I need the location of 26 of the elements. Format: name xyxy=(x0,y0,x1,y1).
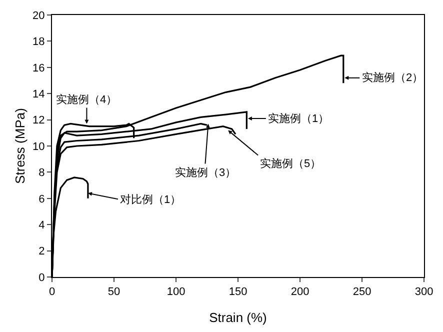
y-tick-label: 12 xyxy=(32,114,45,127)
y-tick-label: 16 xyxy=(32,62,45,74)
annotation: 实施例（5） xyxy=(260,157,322,170)
y-tick-label: 0 xyxy=(38,272,45,284)
y-tick-label: 20 xyxy=(32,10,45,22)
x-tick-label: 50 xyxy=(108,286,120,298)
annotation: 实施例（3） xyxy=(175,166,236,179)
x-axis-title: Strain (%) xyxy=(209,310,267,325)
x-tick-label: 100 xyxy=(166,286,186,298)
annotation: 实施例（1） xyxy=(268,112,330,125)
x-tick-label: 250 xyxy=(352,286,372,298)
y-tick-label: 14 xyxy=(32,88,45,100)
x-tick-label: 0 xyxy=(48,286,56,298)
y-tick-label: 6 xyxy=(38,193,45,206)
y-tick-label: 4 xyxy=(38,219,45,232)
y-tick-label: 2 xyxy=(38,246,45,258)
y-tick-label: 18 xyxy=(32,36,45,48)
y-axis-title: Stress (MPa) xyxy=(12,108,28,184)
y-tick-label: 8 xyxy=(38,167,45,180)
y-tick-label: 10 xyxy=(32,140,45,153)
x-tick-label: 200 xyxy=(290,286,310,298)
annotation: 实施例（2） xyxy=(362,71,424,84)
annotation: 实施例（4） xyxy=(56,93,118,106)
x-tick-label: 150 xyxy=(228,286,248,298)
annotation: 对比例（1） xyxy=(120,193,182,206)
x-tick-label: 300 xyxy=(414,286,434,298)
